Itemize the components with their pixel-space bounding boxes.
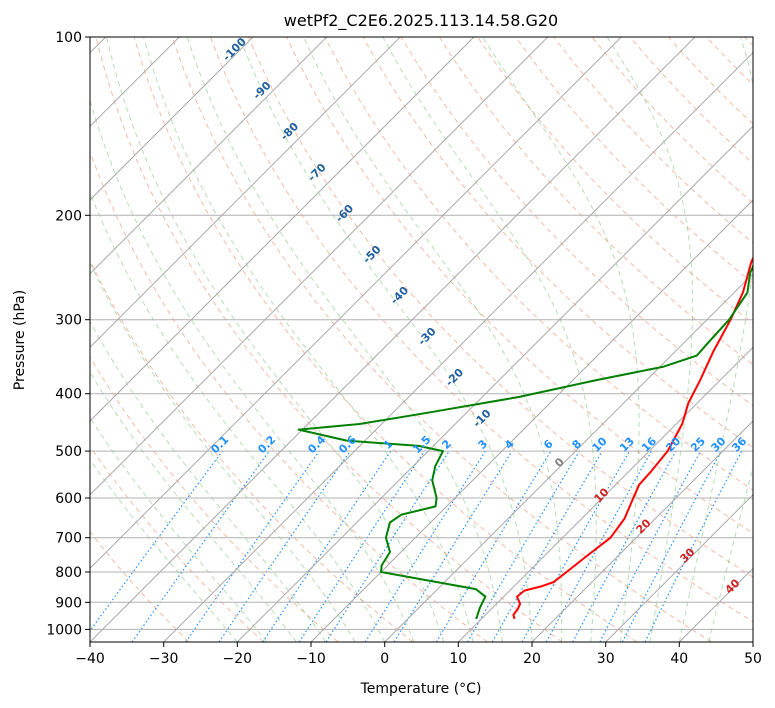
moist-adiabat-line — [106, 37, 445, 642]
dry-adiabat-line — [629, 37, 753, 165]
axis-ticks: −40 −30 −20 −10 0 10 20 30 40 50 100 200 300 400 500 60… — [46, 30, 762, 667]
mixing-ratio-line — [218, 450, 351, 642]
dry-adiabat-line — [667, 37, 753, 125]
x-axis-label: Temperature (°C) — [360, 681, 482, 697]
series-group — [297, 256, 753, 620]
y-tick-label: 600 — [55, 491, 82, 507]
x-tick-label: −40 — [75, 651, 105, 667]
mixing-ratio-line — [572, 450, 677, 642]
isotherm-gridline — [163, 51, 753, 642]
moist-adiabat-line — [382, 37, 597, 642]
isotherm-gridline — [90, 37, 181, 128]
x-tick-label: 50 — [744, 651, 762, 667]
dry-adiabat-line — [90, 445, 264, 642]
y-tick-label: 900 — [55, 595, 82, 611]
mixing-ratio-line — [131, 450, 270, 642]
isotherm-gridline — [384, 272, 753, 642]
moist-adiabat-line — [143, 37, 474, 642]
moist-adiabat-line — [606, 37, 694, 642]
isotherm-gridline — [90, 37, 549, 496]
isotherm-gridline — [531, 420, 753, 642]
isotherm-gridline — [236, 125, 753, 642]
mixing-ratio-line — [393, 450, 513, 642]
dry-adiabat-line — [324, 37, 753, 491]
isotherm-gridline — [457, 346, 753, 642]
y-tick-label: 1000 — [46, 622, 82, 638]
dry-adiabat-line — [90, 150, 488, 642]
y-tick-label: 200 — [55, 208, 82, 224]
y-tick-label: 100 — [55, 30, 82, 46]
x-tick-label: −10 — [296, 651, 326, 667]
x-tick-label: 40 — [670, 651, 688, 667]
isotherm-gridline — [90, 37, 254, 201]
plot-frame — [89, 36, 754, 643]
moist-adiabat-line — [90, 191, 386, 642]
moist-adiabat-line — [482, 37, 640, 642]
grid-lines — [90, 37, 753, 642]
dry-adiabat-line — [133, 37, 638, 642]
dry-adiabat-line — [400, 37, 753, 407]
mixing-ratio-line — [364, 450, 486, 642]
x-tick-label: 30 — [597, 651, 615, 667]
mixing-ratio-line — [90, 450, 223, 632]
y-tick-label: 500 — [55, 444, 82, 460]
moist-adiabat-line — [90, 371, 297, 642]
x-tick-label: 0 — [380, 651, 389, 667]
moist-adiabat-line — [90, 458, 238, 642]
mixing-ratio-line — [325, 450, 450, 642]
y-tick-label: 800 — [55, 565, 82, 581]
y-tick-label: 400 — [55, 387, 82, 403]
isotherm-gridline — [90, 37, 328, 275]
mixing-ratio-line — [435, 450, 552, 642]
moist-adiabat-line — [708, 466, 753, 642]
y-tick-label: 300 — [55, 313, 82, 329]
dewpoint-profile-line — [297, 264, 753, 620]
mixing-ratio-line — [491, 450, 603, 642]
y-tick-label: 700 — [55, 531, 82, 547]
mixing-ratio-line — [466, 450, 580, 642]
moist-adiabat-line — [90, 261, 356, 642]
isotherm-gridline — [90, 37, 623, 570]
background-lines — [90, 37, 753, 642]
dry-adiabat-line — [90, 356, 339, 642]
dry-adiabat-line — [362, 37, 753, 449]
dry-adiabat-line — [553, 37, 753, 244]
chart-title: wetPf2_C2E6.2025.113.14.58.G20 — [284, 11, 558, 31]
isotherm-gridline — [90, 37, 475, 422]
mixing-ratio-line — [521, 450, 631, 642]
isotherm-gridline — [605, 493, 753, 642]
mixing-ratio-line — [185, 450, 320, 642]
x-tick-label: −20 — [223, 651, 253, 667]
x-tick-label: 10 — [449, 651, 467, 667]
dry-adiabat-line — [95, 37, 563, 642]
dry-adiabat-line — [286, 37, 753, 534]
y-axis-label: Pressure (hPa) — [12, 290, 28, 390]
dry-adiabat-line — [209, 37, 753, 623]
moist-adiabat-line — [90, 320, 327, 642]
moist-adiabat-line — [90, 98, 415, 642]
x-tick-label: −30 — [149, 651, 179, 667]
dry-adiabat-line — [591, 37, 753, 204]
isotherm-gridline — [310, 199, 753, 642]
moist-adiabat-line — [186, 37, 503, 642]
dry-adiabat-line — [248, 37, 753, 578]
temperature-profile-line — [512, 256, 753, 620]
x-tick-label: 20 — [523, 651, 541, 667]
isotherm-gridline — [90, 37, 696, 642]
moist-adiabat-line — [90, 416, 268, 642]
isotherm-gridline — [90, 37, 402, 349]
moist-adiabat-line — [303, 37, 563, 642]
